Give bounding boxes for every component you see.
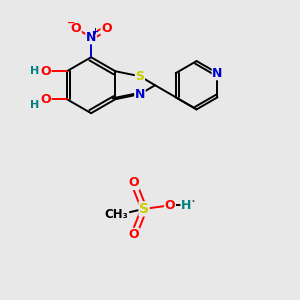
Text: O: O [128, 176, 139, 190]
Text: +: + [92, 27, 98, 36]
Text: N: N [86, 31, 96, 44]
Text: O: O [70, 22, 81, 35]
Text: O: O [101, 22, 112, 35]
Text: CH₃: CH₃ [105, 208, 129, 221]
Text: N: N [212, 67, 223, 80]
Text: ·: · [190, 196, 195, 211]
Text: O: O [40, 65, 51, 78]
Text: H: H [30, 100, 39, 110]
Text: O: O [40, 93, 51, 106]
Text: N: N [135, 88, 145, 101]
Text: −: − [67, 18, 75, 28]
Text: H: H [181, 199, 191, 212]
Text: O: O [128, 228, 139, 241]
Text: H: H [30, 66, 39, 76]
Text: S: S [139, 202, 149, 216]
Text: O: O [165, 199, 175, 212]
Text: S: S [136, 70, 145, 83]
